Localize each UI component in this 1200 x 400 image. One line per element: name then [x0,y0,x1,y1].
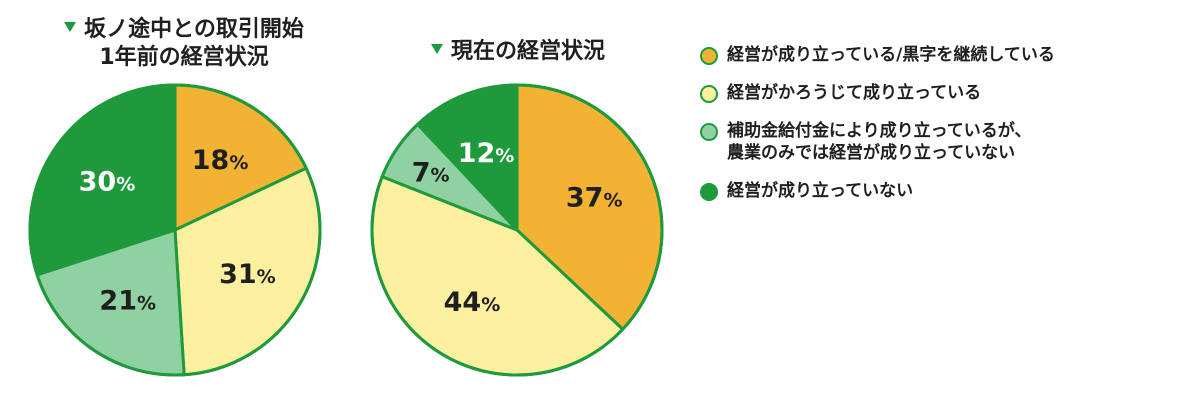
legend-item-barely: 経営がかろうじて成り立っている [700,82,1190,104]
legend: 経営が成り立っている/黒字を継続している 経営がかろうじて成り立っている 補助金… [700,44,1190,218]
chart-title-before: 坂ノ途中との取引開始 1年前の経営状況 [34,16,334,72]
legend-swatch-not-viable [700,183,718,201]
pie-before-label-subsidy: 21% [99,286,156,317]
triangle-marker-icon [64,22,77,32]
legend-item-not-viable: 経営が成り立っていない [700,180,1190,202]
pie-before-outline [28,83,322,377]
legend-item-profitable: 経営が成り立っている/黒字を継続している [700,44,1190,66]
legend-swatch-subsidy [700,123,718,141]
pie-current-label-barely: 44% [444,287,501,318]
triangle-marker-icon [430,44,443,54]
chart-title-before-text: 坂ノ途中との取引開始 1年前の経営状況 [84,17,304,70]
legend-swatch-profitable [700,47,718,65]
legend-label-barely: 経営がかろうじて成り立っている [727,83,982,103]
legend-label-not-viable: 経営が成り立っていない [727,181,914,201]
pie-current-label-profitable: 37% [566,183,623,214]
legend-item-subsidy: 補助金給付金により成り立っているが、 農業のみでは経営が成り立っていない [700,120,1190,164]
pie-current-label-subsidy: 7% [412,157,450,188]
pie-current-label-not-viable: 12% [458,138,515,169]
pie-before-label-barely: 31% [219,259,276,290]
chart-title-current-text: 現在の経営状況 [450,39,605,64]
pie-before-label-not-viable: 30% [79,167,136,198]
pie-current-outline [370,83,664,377]
legend-swatch-barely [700,85,718,103]
legend-label-profitable: 経営が成り立っている/黒字を継続している [727,45,1055,65]
legend-label-subsidy: 補助金給付金により成り立っているが、 農業のみでは経営が成り立っていない [727,121,1032,163]
pie-before-label-profitable: 18% [192,145,249,176]
chart-title-current: 現在の経営状況 [408,38,628,66]
